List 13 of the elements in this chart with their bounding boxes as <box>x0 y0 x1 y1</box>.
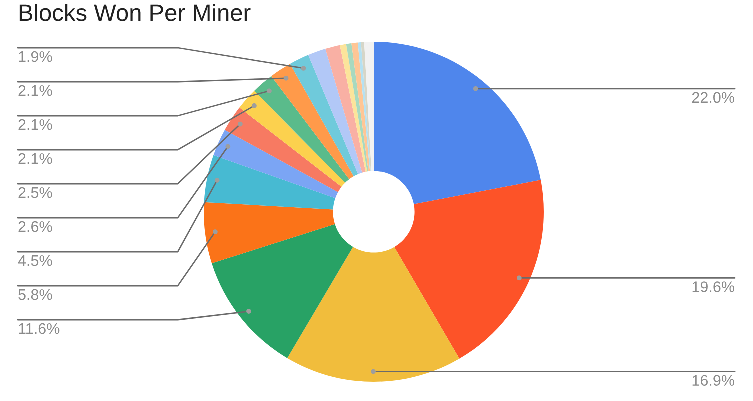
data-label: 2.6% <box>18 221 52 232</box>
data-label: 2.5% <box>18 187 52 198</box>
data-label: 5.8% <box>18 289 52 300</box>
data-label: 2.1% <box>18 119 52 130</box>
data-label: 2.1% <box>18 85 52 96</box>
chart-title: Blocks Won Per Miner <box>20 4 251 22</box>
data-label: 4.5% <box>18 255 52 266</box>
data-label: 22.0% <box>692 92 734 104</box>
data-label: 2.1% <box>18 153 52 164</box>
data-label: 1.9% <box>19 51 52 62</box>
data-label: 16.9% <box>692 375 734 386</box>
data-label: 19.6% <box>692 282 734 292</box>
data-label: 11.6% <box>19 323 60 334</box>
